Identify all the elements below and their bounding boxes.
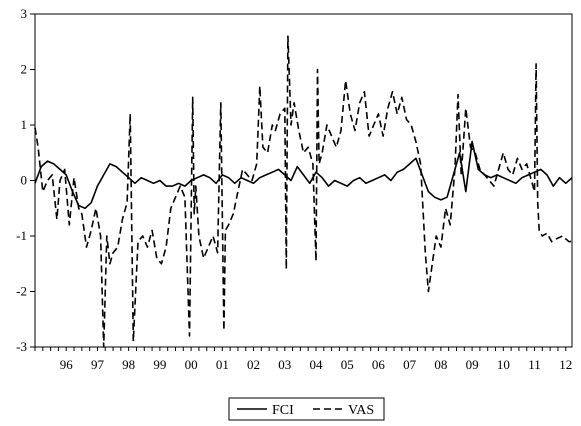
x-tick-label: 09 bbox=[466, 357, 479, 372]
legend-label-vas: VAS bbox=[348, 403, 374, 418]
x-tick-label: 06 bbox=[372, 357, 386, 372]
legend-box bbox=[228, 397, 385, 421]
x-tick-label: 96 bbox=[60, 357, 74, 372]
y-tick-label: 3 bbox=[21, 6, 28, 21]
series-line-fci bbox=[34, 140, 573, 210]
x-tick-label: 99 bbox=[153, 357, 166, 372]
x-tick-label: 00 bbox=[185, 357, 198, 372]
y-tick-label: -1 bbox=[16, 228, 27, 243]
x-tick-label: 04 bbox=[309, 357, 323, 372]
x-tick-label: 07 bbox=[403, 357, 417, 372]
y-tick-label: -3 bbox=[16, 339, 27, 354]
x-tick-label: 97 bbox=[91, 357, 105, 372]
series-lines bbox=[34, 35, 573, 348]
x-tick-label: 98 bbox=[122, 357, 135, 372]
x-tick-label: 12 bbox=[559, 357, 572, 372]
x-tick-label: 08 bbox=[434, 357, 447, 372]
x-tick-label: 03 bbox=[278, 357, 291, 372]
y-tick-label: -2 bbox=[16, 284, 27, 299]
x-tick-label: 10 bbox=[497, 357, 510, 372]
x-tick-label: 05 bbox=[341, 357, 354, 372]
y-tick-label: 0 bbox=[21, 173, 28, 188]
series-line-vas bbox=[34, 35, 572, 348]
y-tick-label: 1 bbox=[21, 117, 28, 132]
x-tick-label: 01 bbox=[216, 357, 229, 372]
x-tick-label: 11 bbox=[528, 357, 541, 372]
legend-label-fci: FCI bbox=[272, 403, 294, 418]
legend: FCI VAS bbox=[228, 397, 385, 421]
y-tick-label: 2 bbox=[21, 62, 28, 77]
x-tick-label: 02 bbox=[247, 357, 260, 372]
plot-frame bbox=[34, 13, 573, 348]
